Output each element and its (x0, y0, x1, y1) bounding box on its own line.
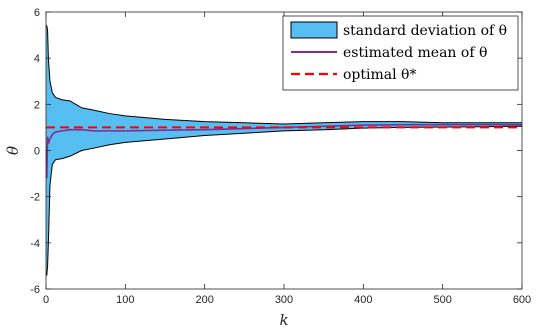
x-tick-label: 600 (513, 294, 531, 306)
y-tick-label: -4 (30, 238, 40, 250)
plot-clip-group (46, 25, 522, 276)
legend-label: standard deviation of θ (343, 23, 507, 39)
mean-line (46, 123, 522, 179)
x-tick-label: 500 (433, 294, 451, 306)
y-tick-label: 0 (34, 146, 40, 158)
plot-area (46, 25, 522, 276)
axes: 0 100 200 300 400 500 600 -6 -4 -2 0 2 4 6 k θ (4, 7, 531, 329)
x-tick-label: 300 (275, 294, 293, 306)
y-tick-label: -2 (30, 192, 40, 204)
y-tick-label: 6 (34, 7, 40, 19)
legend-label: optimal θ* (343, 67, 416, 83)
std-band-upper-edge (46, 25, 522, 125)
legend: standard deviation of θ estimated mean of… (282, 15, 519, 91)
legend-label: estimated mean of θ (343, 45, 487, 61)
x-tick-label: 100 (116, 294, 134, 306)
x-tick-label: 400 (354, 294, 372, 306)
y-tick-label: 4 (34, 53, 40, 65)
x-axis-title: k (279, 311, 288, 329)
y-tick-label: -6 (30, 284, 40, 296)
y-axis-title: θ (4, 146, 22, 155)
legend-swatch-std (290, 21, 338, 39)
x-tick-label: 0 (43, 294, 49, 306)
x-tick-label: 200 (195, 294, 213, 306)
y-tick-label: 2 (34, 99, 40, 111)
